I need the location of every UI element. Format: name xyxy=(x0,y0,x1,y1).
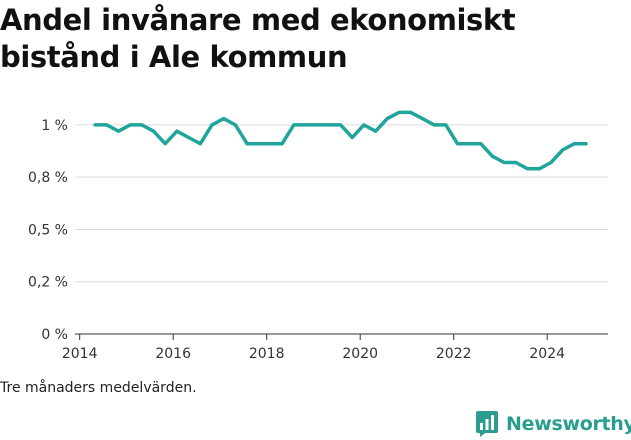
data-point xyxy=(374,129,378,133)
data-point xyxy=(537,167,541,171)
data-point xyxy=(303,123,307,127)
data-point xyxy=(549,161,553,165)
data-point xyxy=(257,142,261,146)
data-point xyxy=(350,135,354,139)
x-tick-label: 2024 xyxy=(529,346,565,362)
data-point xyxy=(397,110,401,114)
x-tick-label: 2018 xyxy=(249,346,285,362)
x-tick-label: 2016 xyxy=(155,346,191,362)
data-point xyxy=(128,123,132,127)
data-point xyxy=(514,161,518,165)
x-axis-labels: 2014 2016 2018 2020 2022 2024 xyxy=(62,346,565,362)
y-axis-labels: 0 % 0,2 % 0,5 % 0,8 % 1 % xyxy=(28,118,68,343)
x-axis xyxy=(75,333,608,340)
grid-lines xyxy=(75,124,608,283)
data-point xyxy=(444,123,448,127)
data-point xyxy=(116,129,120,133)
data-point xyxy=(233,123,237,127)
chart-title: Andel invånare med ekonomiskt bistånd i … xyxy=(0,3,516,74)
y-tick-label: 0,2 % xyxy=(28,275,68,291)
bar-chart-icon xyxy=(476,411,498,437)
y-tick-label: 0 % xyxy=(41,327,68,343)
data-point xyxy=(268,142,272,146)
data-point xyxy=(175,129,179,133)
brand-name: Newsworthy xyxy=(506,413,631,435)
data-point xyxy=(502,161,506,165)
data-point xyxy=(385,117,389,121)
data-point xyxy=(409,110,413,114)
data-point xyxy=(292,123,296,127)
data-point xyxy=(210,123,214,127)
data-point xyxy=(280,142,284,146)
data-point xyxy=(140,123,144,127)
data-point xyxy=(455,142,459,146)
data-point xyxy=(561,148,565,152)
data-point xyxy=(479,142,483,146)
data-point xyxy=(327,123,331,127)
data-point xyxy=(222,117,226,121)
x-tick-label: 2020 xyxy=(342,346,378,362)
brand-logo: Newsworthy xyxy=(476,408,631,440)
y-tick-label: 1 % xyxy=(41,118,68,134)
data-point xyxy=(152,129,156,133)
y-tick-label: 0,8 % xyxy=(28,170,68,186)
data-point xyxy=(315,123,319,127)
data-point xyxy=(526,167,530,171)
data-point xyxy=(432,123,436,127)
series-line xyxy=(93,110,588,171)
y-tick-label: 0,5 % xyxy=(28,222,68,238)
data-point xyxy=(339,123,343,127)
data-point xyxy=(187,135,191,139)
data-point xyxy=(163,142,167,146)
footnote: Tre månaders medelvärden. xyxy=(0,380,197,396)
data-point xyxy=(584,142,588,146)
data-point xyxy=(572,142,576,146)
data-point xyxy=(105,123,109,127)
data-point xyxy=(198,142,202,146)
data-point xyxy=(362,123,366,127)
data-point xyxy=(491,154,495,158)
x-tick-label: 2022 xyxy=(436,346,472,362)
data-point xyxy=(420,117,424,121)
data-point xyxy=(467,142,471,146)
data-point xyxy=(93,123,97,127)
series-layer xyxy=(93,110,588,171)
data-point xyxy=(245,142,249,146)
x-tick-label: 2014 xyxy=(62,346,98,362)
